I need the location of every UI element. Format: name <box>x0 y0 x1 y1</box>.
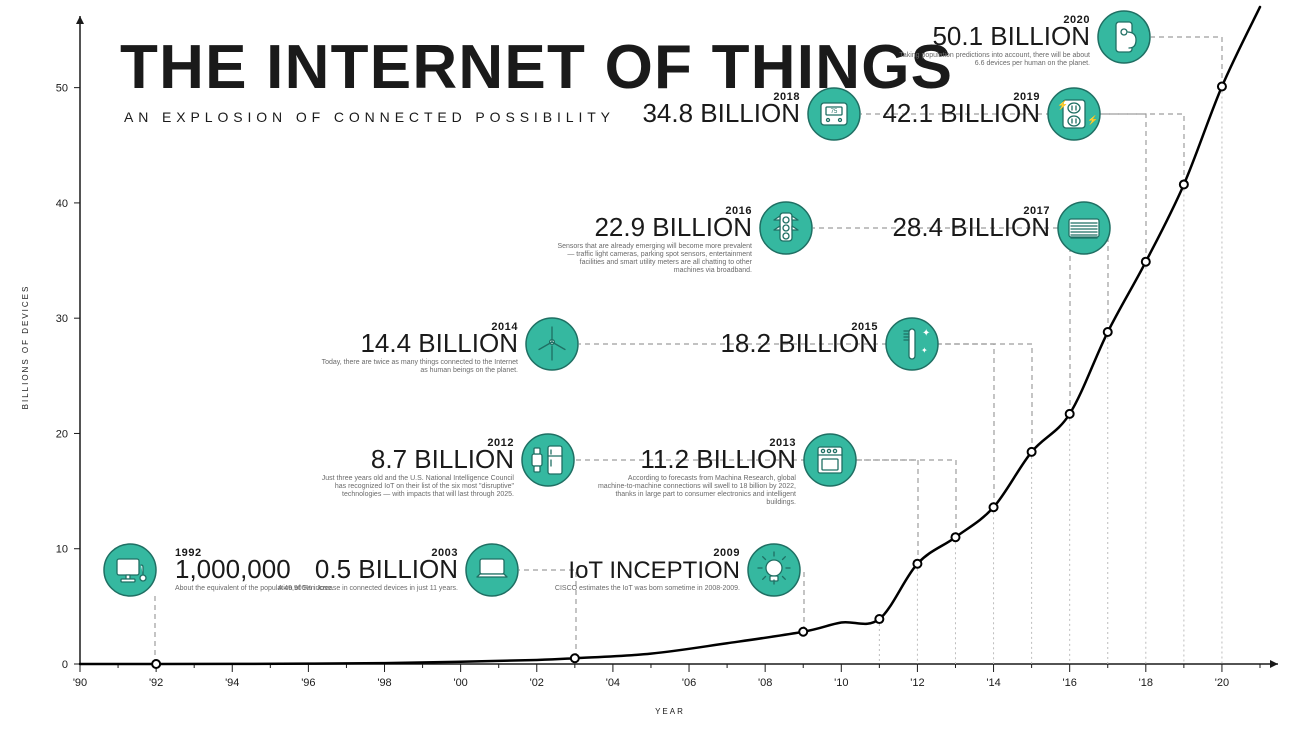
callout-c2015: 201518.2 BILLION <box>720 321 878 358</box>
x-tick-label: '04 <box>606 677 620 689</box>
leader-c2013 <box>857 460 956 537</box>
svg-text:✦: ✦ <box>922 328 930 339</box>
marker-2014 <box>990 503 998 511</box>
y-axis-label: BILLIONS OF DEVICES <box>21 285 30 410</box>
page-subtitle: AN EXPLOSION OF CONNECTED POSSIBILITY <box>124 109 615 125</box>
callout-desc-line: thanks in large part to consumer electro… <box>615 491 796 498</box>
svg-text:⚡: ⚡ <box>1057 99 1068 111</box>
marker-2012 <box>913 560 921 568</box>
callout-desc-line: CISCO estimates the IoT was born sometim… <box>555 585 740 592</box>
callout-desc-line: Taking population predictions into accou… <box>899 52 1090 59</box>
callout-desc-line: has recognized IoT on their list of the … <box>335 483 515 490</box>
callout-c2009: 2009IoT INCEPTIONCISCO estimates the IoT… <box>555 547 740 592</box>
y-tick-label: 20 <box>56 428 68 440</box>
laptop-icon <box>466 544 518 596</box>
callout-desc-line: machines via broadband. <box>674 267 752 274</box>
callout-c2014: 201414.4 BILLIONToday, there are twice a… <box>322 321 519 374</box>
desktop-icon <box>104 544 156 596</box>
callout-desc-line: — traffic light cameras, parking spot se… <box>567 251 752 258</box>
callout-c2012: 20128.7 BILLIONJust three years old and … <box>322 437 515 498</box>
x-tick-label: '16 <box>1063 677 1077 689</box>
x-tick-label: '94 <box>225 677 239 689</box>
callout-desc-line: Today, there are twice as many things co… <box>322 359 518 366</box>
callout-desc-line: According to forecasts from Machina Rese… <box>628 475 797 482</box>
marker-2017 <box>1104 328 1112 336</box>
marker-2020 <box>1218 82 1226 90</box>
x-tick-label: '12 <box>910 677 924 689</box>
callout-value: 0.5 BILLION <box>315 554 458 584</box>
y-tick-label: 40 <box>56 198 68 210</box>
y-tick-label: 0 <box>62 659 68 671</box>
callout-value: 8.7 BILLION <box>371 444 514 474</box>
doorlock-icon <box>1098 11 1150 63</box>
x-axis-label: YEAR <box>655 707 685 716</box>
y-tick-label: 30 <box>56 313 68 325</box>
x-tick-label: '08 <box>758 677 772 689</box>
callout-value: 18.2 BILLION <box>720 328 878 358</box>
marker-2018 <box>1142 258 1150 266</box>
x-tick-label: '14 <box>986 677 1000 689</box>
callout-c2003: 20030.5 BILLIONA 49,900% increase in con… <box>278 547 458 592</box>
callout-c2017: 201728.4 BILLION <box>892 205 1050 242</box>
callout-value: 42.1 BILLION <box>882 98 1040 128</box>
turbine-icon <box>526 318 578 370</box>
x-tick-label: '20 <box>1215 677 1229 689</box>
callout-value: IoT INCEPTION <box>568 557 740 584</box>
callout-value: 11.2 BILLION <box>640 444 796 474</box>
callout-desc-line: facilities and smart utility meters are … <box>580 259 753 266</box>
callout-desc-line: technologies — with impacts that will la… <box>342 491 514 498</box>
x-tick-label: '00 <box>453 677 467 689</box>
leader-c2020 <box>1151 37 1222 87</box>
x-tick-label: '02 <box>530 677 544 689</box>
svg-text:⚡: ⚡ <box>1087 114 1098 126</box>
callout-desc-line: buildings. <box>766 499 796 506</box>
callout-c2016: 201622.9 BILLIONSensors that are already… <box>557 205 752 274</box>
outlet-icon: ⚡⚡ <box>1048 88 1100 140</box>
svg-text:✦: ✦ <box>921 346 928 355</box>
x-tick-label: '18 <box>1139 677 1153 689</box>
oven-icon <box>804 434 856 486</box>
bulb-icon <box>748 544 800 596</box>
leader-c2015 <box>939 344 1032 452</box>
callout-value: 28.4 BILLION <box>892 212 1050 242</box>
x-tick-label: '06 <box>682 677 696 689</box>
x-tick-label: '90 <box>73 677 87 689</box>
x-tick-label: '96 <box>301 677 315 689</box>
toothbrush-icon: ✦✦ <box>886 318 938 370</box>
marker-2003 <box>571 654 579 662</box>
callout-desc-line: A 49,900% increase in connected devices … <box>278 585 458 592</box>
callout-desc-line: machine-to-machine connections will swel… <box>598 483 796 490</box>
callout-value: 22.9 BILLION <box>594 212 752 242</box>
callout-desc-line: Just three years old and the U.S. Nation… <box>322 475 515 482</box>
ac-icon <box>1058 202 1110 254</box>
y-tick-label: 50 <box>56 83 68 95</box>
svg-text:75: 75 <box>831 109 838 115</box>
marker-2011 <box>875 615 883 623</box>
watch-fridge-icon <box>522 434 574 486</box>
callout-value: 50.1 BILLION <box>932 21 1090 51</box>
y-tick-label: 10 <box>56 544 68 556</box>
marker-2009 <box>799 628 807 636</box>
thermostat-icon: 75 <box>808 88 860 140</box>
callout-value: 1,000,000 <box>175 554 291 584</box>
callout-desc-line: 6.6 devices per human on the planet. <box>975 60 1090 67</box>
callout-value: 14.4 BILLION <box>360 328 518 358</box>
marker-2015 <box>1028 448 1036 456</box>
traffic-icon <box>760 202 812 254</box>
leader-c2019 <box>1101 114 1184 184</box>
marker-2019 <box>1180 180 1188 188</box>
callout-value: 34.8 BILLION <box>642 98 800 128</box>
callout-desc-line: Sensors that are already emerging will b… <box>557 243 752 250</box>
marker-2013 <box>951 533 959 541</box>
x-tick-label: '10 <box>834 677 848 689</box>
marker-1992 <box>152 660 160 668</box>
callout-desc-line: as human beings on the planet. <box>420 367 518 374</box>
callout-c2013: 201311.2 BILLIONAccording to forecasts f… <box>598 437 796 506</box>
x-tick-label: '98 <box>377 677 391 689</box>
x-tick-label: '92 <box>149 677 163 689</box>
marker-2016 <box>1066 410 1074 418</box>
